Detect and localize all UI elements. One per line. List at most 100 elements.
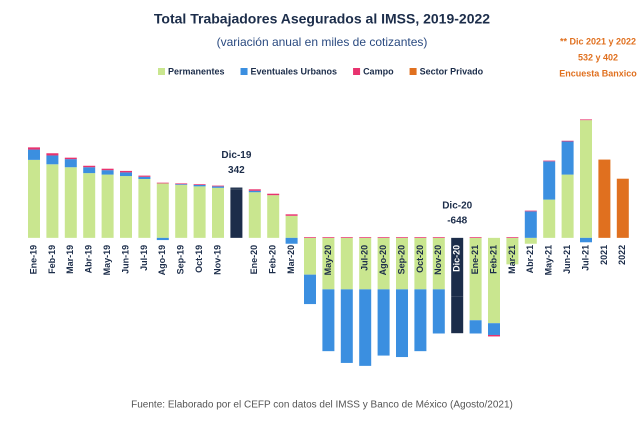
bar-segment — [561, 141, 574, 175]
x-tick-label: Mar-19 — [65, 245, 75, 274]
legend-swatch — [158, 68, 165, 75]
bar-segment — [469, 237, 482, 238]
bar-segment — [616, 178, 629, 238]
bar-segment — [230, 189, 243, 238]
x-tick-label: Ene-21 — [470, 245, 480, 275]
bar-segment — [46, 153, 59, 156]
x-tick-label: Jul-19 — [139, 245, 149, 271]
bar-segment — [304, 274, 316, 305]
bar-segment — [156, 182, 169, 184]
x-tick-label: Sep-19 — [176, 245, 186, 275]
x-tick-label: Nov-19 — [212, 245, 222, 275]
bar-segment — [248, 189, 261, 191]
bar-segment — [396, 289, 408, 358]
x-tick-label: Jun-19 — [120, 245, 130, 274]
bar-segment — [359, 289, 372, 366]
x-tick-label: Dic-19 — [231, 245, 241, 272]
bar-segment — [543, 161, 556, 200]
bar-segment — [28, 159, 40, 238]
x-tick-label: Ago-20 — [378, 245, 388, 276]
bar-segment — [193, 184, 206, 185]
x-tick-label: Oct-20 — [415, 245, 425, 273]
legend-label: Permanentes — [168, 66, 225, 76]
legend-label: Sector Privado — [420, 66, 484, 76]
x-tick-label: Jul-20 — [360, 245, 370, 271]
bar-segment — [120, 170, 132, 173]
source: Fuente: Elaborado por el CEFP con datos … — [131, 400, 513, 411]
bar-segment — [488, 334, 500, 337]
bar-segment — [414, 237, 427, 238]
x-tick-label: Abr-21 — [525, 245, 535, 274]
x-tick-label: Feb-21 — [488, 245, 498, 274]
x-tick-label: Jun-21 — [562, 245, 572, 274]
annotation: 342 — [228, 165, 245, 176]
bar-segment — [506, 237, 519, 238]
legend-swatch — [240, 68, 248, 75]
bar-segment — [304, 237, 316, 238]
bar-segment — [120, 172, 132, 177]
bar-segment — [432, 289, 445, 334]
bar-segment — [285, 214, 298, 216]
annotation: Dic-20 — [442, 200, 472, 211]
bar-segment — [175, 184, 188, 185]
bar-segment — [28, 147, 40, 150]
bar-segment — [488, 237, 500, 324]
bar-segment — [193, 186, 206, 238]
bar-segment — [101, 170, 114, 175]
x-tick-label: Ene-19 — [28, 245, 38, 275]
bar-segment — [359, 237, 372, 238]
bar-segment — [101, 168, 114, 171]
x-tick-label: Jul-21 — [580, 245, 590, 271]
bar-segment — [524, 210, 537, 212]
x-tick-label: Mar-21 — [507, 245, 517, 274]
bar-segment — [580, 120, 592, 238]
bar-segment — [175, 183, 188, 185]
bar-segment — [248, 190, 261, 193]
bar-segment — [138, 176, 151, 179]
bar-segment — [193, 184, 206, 187]
x-tick-label: May-20 — [323, 245, 333, 276]
bar-segment — [248, 192, 261, 238]
bar-segment — [432, 237, 445, 238]
bar-segment — [580, 119, 592, 121]
bar-segment — [598, 159, 611, 238]
x-tick-label: May-19 — [102, 245, 112, 276]
bar-segment — [396, 237, 408, 290]
bar-segment — [83, 165, 96, 168]
bar-segment — [322, 289, 335, 352]
bar-segment — [28, 149, 40, 160]
bar-segment — [212, 185, 224, 187]
note: ** Dic 2021 y 2022 — [560, 36, 636, 46]
x-tick-label: Mar-20 — [286, 245, 296, 274]
bar-segment — [561, 174, 574, 238]
bar-segment — [543, 160, 556, 162]
bar-segment — [101, 174, 114, 238]
bar-segment — [322, 237, 335, 290]
bar-segment — [322, 237, 335, 238]
bar-segment — [414, 237, 427, 290]
note: Encuesta Banxico — [559, 68, 637, 78]
x-tick-label: Dic-20 — [452, 245, 462, 272]
bar-segment — [506, 237, 519, 265]
bar-segment — [46, 164, 59, 238]
bar-segment — [469, 237, 482, 321]
bar-segment — [267, 195, 280, 238]
bar-segment — [377, 237, 390, 290]
bar-segment — [304, 237, 316, 275]
annotation: -648 — [447, 215, 467, 226]
bar-segment — [359, 237, 372, 290]
bar-segment — [469, 320, 482, 334]
annotation: Dic-19 — [221, 150, 251, 161]
x-tick-label: Ene-20 — [249, 245, 259, 275]
bar-segment — [230, 188, 243, 190]
legend-swatch — [353, 68, 361, 75]
bar-segment — [524, 237, 537, 244]
bar-segment — [561, 140, 574, 142]
bar-segment — [64, 159, 77, 168]
chart-subtitle: (variación anual en miles de cotizantes) — [217, 35, 428, 49]
x-tick-label: 2021 — [599, 245, 609, 265]
bar-segment — [64, 157, 77, 160]
bar-segment — [524, 211, 537, 238]
bar-segment — [377, 237, 390, 238]
